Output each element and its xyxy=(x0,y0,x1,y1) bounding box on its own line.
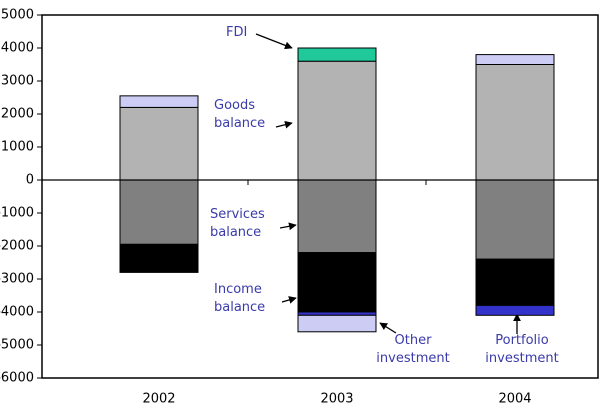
x-tick-label: 2004 xyxy=(498,392,531,407)
bar-segment xyxy=(119,106,199,181)
y-tick-label: 1000 xyxy=(1,140,34,155)
annotation: Services balance xyxy=(210,207,265,240)
y-tick-label: 3000 xyxy=(1,74,34,89)
bar-segment xyxy=(119,243,199,273)
y-tick-label: -1000 xyxy=(0,206,34,221)
arrows xyxy=(255,33,521,334)
y-tick-label: 4000 xyxy=(1,41,34,56)
bar-segment xyxy=(297,47,377,62)
bar-segment xyxy=(119,95,199,108)
plot-frame xyxy=(41,14,599,379)
bar-segment xyxy=(297,314,377,333)
annotation: Portfolio investment xyxy=(485,333,559,366)
y-tick-label: -2000 xyxy=(0,239,34,254)
annotation: Income balance xyxy=(214,282,266,315)
bar-segment xyxy=(475,304,555,316)
bar-segment xyxy=(475,179,555,260)
y-tick-label: 0 xyxy=(26,173,34,188)
annotation: Goods balance xyxy=(214,98,266,131)
bar-segment xyxy=(297,60,377,181)
y-tick-label: 5000 xyxy=(1,8,34,23)
y-tick-label: -4000 xyxy=(0,305,34,320)
y-tick-label: -3000 xyxy=(0,272,34,287)
x-tick-label: 2003 xyxy=(320,392,353,407)
bar-segment xyxy=(475,258,555,306)
bar-segment xyxy=(297,252,377,313)
annotation: Other investment xyxy=(376,333,450,366)
bar-segment xyxy=(119,179,199,245)
x-tick-label: 2002 xyxy=(142,392,175,407)
annotation: FDI xyxy=(226,25,248,40)
y-tick-label: -6000 xyxy=(0,371,34,386)
bar-segment xyxy=(475,64,555,181)
y-tick-label: 2000 xyxy=(1,107,34,122)
bar-segment xyxy=(475,54,555,65)
y-tick-label: -5000 xyxy=(0,338,34,353)
bar-segment xyxy=(297,179,377,254)
